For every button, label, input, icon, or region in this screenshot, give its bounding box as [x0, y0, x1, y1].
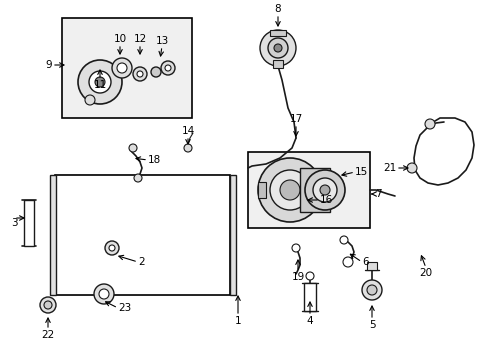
Text: 22: 22: [41, 330, 55, 340]
Text: 23: 23: [118, 303, 131, 313]
Bar: [62, 18, 192, 118]
Text: 10: 10: [113, 34, 126, 44]
Bar: [24, 200, 34, 246]
Circle shape: [280, 180, 299, 200]
Text: 6: 6: [361, 257, 368, 267]
Text: 8: 8: [274, 4, 281, 14]
Circle shape: [260, 30, 295, 66]
FancyArrow shape: [282, 49, 288, 56]
Circle shape: [366, 285, 376, 295]
Text: 17: 17: [289, 114, 302, 124]
Circle shape: [40, 297, 56, 313]
Circle shape: [112, 58, 132, 78]
Text: 7: 7: [374, 189, 381, 199]
Circle shape: [133, 67, 147, 81]
Text: 11: 11: [93, 80, 106, 90]
Text: 13: 13: [155, 36, 168, 46]
Text: 1: 1: [234, 316, 241, 326]
Text: 15: 15: [354, 167, 367, 177]
FancyArrow shape: [269, 52, 277, 59]
Circle shape: [161, 61, 175, 75]
Bar: [299, 168, 329, 212]
Circle shape: [342, 257, 352, 267]
Circle shape: [305, 272, 313, 280]
Text: 14: 14: [181, 126, 194, 136]
FancyArrow shape: [279, 37, 285, 44]
Text: 12: 12: [133, 34, 146, 44]
Text: 5: 5: [368, 320, 375, 330]
Circle shape: [269, 170, 309, 210]
Text: 21: 21: [382, 163, 395, 173]
Circle shape: [129, 144, 137, 152]
Circle shape: [361, 280, 381, 300]
Circle shape: [99, 289, 109, 299]
Circle shape: [137, 71, 142, 77]
Circle shape: [258, 158, 321, 222]
Circle shape: [117, 63, 127, 73]
Text: 3: 3: [11, 218, 17, 228]
Bar: [269, 30, 285, 36]
Circle shape: [134, 174, 142, 182]
Text: 9: 9: [45, 60, 52, 70]
Bar: [50, 175, 56, 295]
Text: 20: 20: [419, 268, 432, 278]
Bar: [258, 182, 265, 198]
Circle shape: [183, 144, 192, 152]
Bar: [55, 175, 229, 295]
Circle shape: [291, 244, 299, 252]
Circle shape: [95, 77, 105, 87]
Bar: [366, 262, 376, 270]
Circle shape: [151, 67, 161, 77]
Text: 2: 2: [138, 257, 144, 267]
Circle shape: [44, 301, 52, 309]
Bar: [247, 152, 369, 228]
Circle shape: [89, 71, 111, 93]
Text: 18: 18: [148, 155, 161, 165]
Circle shape: [164, 65, 171, 71]
Text: 19: 19: [291, 272, 304, 282]
Circle shape: [109, 245, 115, 251]
Circle shape: [78, 60, 122, 104]
Circle shape: [273, 44, 282, 52]
Circle shape: [267, 38, 287, 58]
Circle shape: [339, 236, 347, 244]
Circle shape: [105, 241, 119, 255]
Bar: [229, 175, 236, 295]
Circle shape: [85, 95, 95, 105]
Circle shape: [406, 163, 416, 173]
Bar: [272, 60, 283, 68]
Circle shape: [424, 119, 434, 129]
FancyArrow shape: [266, 40, 273, 47]
Circle shape: [94, 284, 114, 304]
Bar: [304, 283, 315, 311]
Circle shape: [319, 185, 329, 195]
Text: 4: 4: [306, 316, 313, 326]
Circle shape: [305, 170, 345, 210]
Text: 16: 16: [319, 195, 332, 205]
Circle shape: [312, 178, 336, 202]
